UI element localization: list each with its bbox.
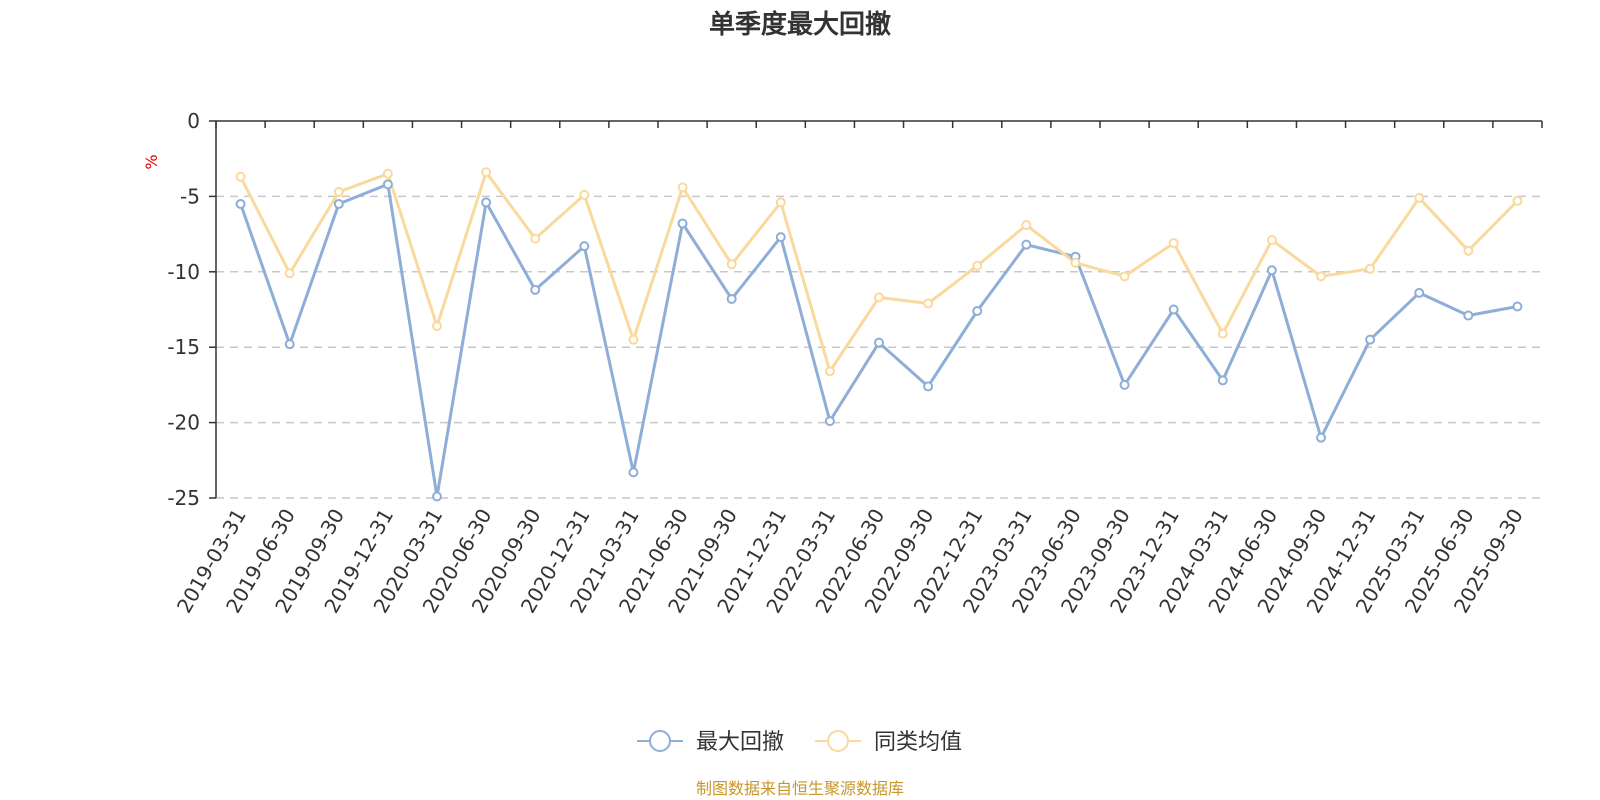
- series-0-point[interactable]: [923, 381, 934, 392]
- series-1-point[interactable]: [1021, 220, 1032, 231]
- series-1-point[interactable]: [1414, 192, 1425, 203]
- y-axis-ticks: 0 -5 -10 -15 -20 -25: [167, 109, 216, 510]
- series-1-point[interactable]: [1365, 263, 1376, 274]
- series-0-point[interactable]: [1266, 265, 1277, 276]
- series-1-point[interactable]: [775, 197, 786, 208]
- series-1-point[interactable]: [333, 186, 344, 197]
- series-1-point[interactable]: [1512, 195, 1523, 206]
- series-1-point[interactable]: [432, 321, 442, 332]
- series-1-point[interactable]: [1070, 257, 1081, 268]
- data-source-note: 制图数据来自恒生聚源数据库: [696, 779, 904, 798]
- series-1-point[interactable]: [677, 182, 688, 193]
- series-0-point[interactable]: [333, 198, 344, 209]
- series-1-point[interactable]: [1217, 328, 1228, 339]
- series-1-point[interactable]: [726, 259, 737, 270]
- legend-item-max-drawdown[interactable]: 最大回撤: [637, 730, 784, 755]
- series-1-point[interactable]: [235, 171, 246, 182]
- series-0-point[interactable]: [775, 232, 786, 243]
- y-axis-unit-label: %: [142, 154, 161, 169]
- series-1-point[interactable]: [824, 366, 835, 377]
- series-1-point[interactable]: [579, 189, 590, 200]
- series-0-point[interactable]: [1021, 239, 1032, 250]
- y-tick-label: -25: [167, 486, 200, 510]
- series-1-point[interactable]: [481, 167, 492, 178]
- series-1-point[interactable]: [972, 260, 983, 271]
- series-0-point[interactable]: [284, 339, 295, 350]
- x-axis-ticks: 2019-03-312019-06-302019-09-302019-12-31…: [172, 121, 1543, 617]
- series-1-point[interactable]: [284, 268, 295, 279]
- y-tick-label: -15: [167, 335, 200, 359]
- y-tick-label: 0: [187, 109, 200, 133]
- series-0-point[interactable]: [432, 491, 442, 502]
- y-tick-label: -5: [180, 184, 200, 208]
- series-1-point[interactable]: [1463, 245, 1474, 256]
- legend-item-peer-average[interactable]: 同类均值: [815, 730, 962, 755]
- legend-marker-max-drawdown: [649, 730, 671, 752]
- series-0-point[interactable]: [628, 467, 639, 478]
- series-0-point[interactable]: [1512, 301, 1523, 312]
- series-0-point[interactable]: [579, 241, 590, 252]
- legend-label-max-drawdown: 最大回撤: [696, 730, 784, 755]
- series-0-point[interactable]: [235, 198, 246, 209]
- series-0-point[interactable]: [1217, 375, 1228, 386]
- series-1-point[interactable]: [1168, 238, 1179, 249]
- series-1-point[interactable]: [628, 334, 639, 345]
- series-0-point[interactable]: [1168, 304, 1179, 315]
- axes: [215, 120, 1542, 498]
- series-0-point[interactable]: [481, 197, 492, 208]
- series-0-point[interactable]: [874, 337, 884, 348]
- series-0-point[interactable]: [1316, 432, 1326, 443]
- series-1-point[interactable]: [874, 292, 884, 303]
- series-1-point[interactable]: [1266, 235, 1277, 246]
- series-1-point[interactable]: [530, 233, 541, 244]
- series-0-point[interactable]: [530, 284, 541, 295]
- legend-label-peer-average: 同类均值: [874, 730, 962, 755]
- series-1-point[interactable]: [923, 298, 934, 309]
- y-tick-label: -10: [167, 260, 200, 284]
- series-0-point[interactable]: [824, 416, 835, 427]
- series-0-point[interactable]: [1119, 379, 1130, 390]
- chart-title: 单季度最大回撤: [709, 9, 891, 40]
- series-0-point[interactable]: [1414, 287, 1425, 298]
- series-1-point[interactable]: [382, 168, 393, 179]
- series-1-point[interactable]: [1316, 271, 1326, 282]
- series-0-point[interactable]: [677, 218, 688, 229]
- y-tick-label: -20: [167, 411, 200, 435]
- series-0-point[interactable]: [972, 306, 983, 317]
- series-1-point[interactable]: [1119, 271, 1130, 282]
- legend[interactable]: 最大回撤 同类均值: [637, 730, 962, 755]
- series-0-point[interactable]: [726, 293, 737, 304]
- series-0-point[interactable]: [382, 179, 393, 190]
- series-0-point[interactable]: [1365, 334, 1376, 345]
- series-lines: [239, 170, 1519, 498]
- series-0-point[interactable]: [1463, 310, 1474, 321]
- legend-marker-peer-average: [827, 730, 849, 752]
- series-points: [235, 167, 1523, 502]
